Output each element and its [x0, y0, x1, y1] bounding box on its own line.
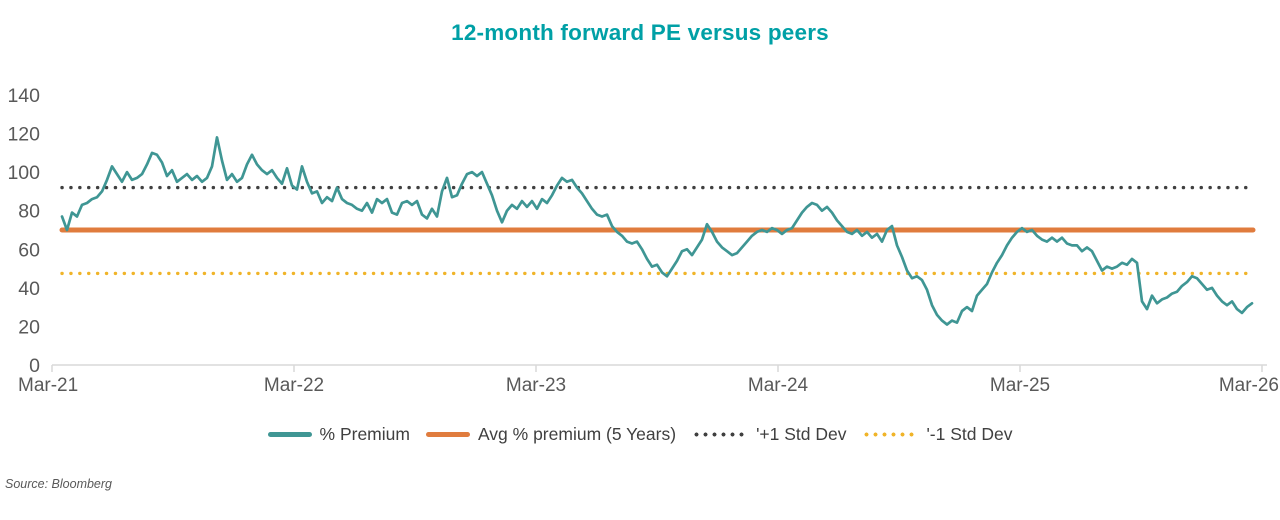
legend-item-minus-std: '-1 Std Dev [862, 424, 1012, 445]
y-tick-label: 100 [7, 162, 40, 184]
legend-label-minus-std: '-1 Std Dev [926, 423, 1013, 444]
chart-title: 12-month forward PE versus peers [451, 20, 829, 45]
y-tick-label: 0 [29, 355, 40, 377]
premium-line-swatch [267, 431, 312, 437]
pe-premium-chart: Mar-21 Mar-22 Mar-23 Mar-24 Mar-25 Mar-26 0 20 4… [7, 85, 1279, 396]
premium-line-series [60, 136, 1254, 326]
y-tick-label: 140 [7, 85, 40, 107]
x-tick-label: Mar-26 [1219, 375, 1279, 396]
legend-item-avg-premium: Avg % premium (5 Years) [425, 423, 677, 445]
legend-item-premium: % Premium [267, 423, 410, 445]
plus-std-dots-swatch [692, 431, 749, 437]
y-tick-label: 80 [18, 201, 40, 223]
y-tick-label: 20 [18, 316, 40, 338]
legend-item-plus-std: '+1 Std Dev [692, 424, 846, 445]
legend-label-plus-std: '+1 Std Dev [756, 423, 847, 444]
chart-legend: % Premium Avg % premium (5 Years) '+1 St… [0, 420, 1280, 448]
legend-label-avg-premium: Avg % premium (5 Years) [477, 423, 677, 444]
y-tick-label: 120 [7, 124, 40, 146]
series-layer [59, 136, 1256, 326]
x-tick-label: Mar-24 [748, 375, 809, 396]
source-note: Source: Bloomberg [5, 477, 113, 491]
x-tick-label: Mar-25 [990, 375, 1050, 396]
y-tick-label: 60 [18, 239, 40, 261]
legend-label-premium: % Premium [319, 423, 410, 444]
minus-std-dots-swatch [862, 431, 919, 437]
x-tick-label: Mar-22 [264, 375, 324, 396]
y-tick-label: 40 [18, 278, 40, 300]
x-tick-label: Mar-23 [506, 375, 566, 396]
x-tick-label: Mar-21 [18, 375, 78, 396]
axis-layer: Mar-21 Mar-22 Mar-23 Mar-24 Mar-25 Mar-26 0 20 4… [7, 85, 1279, 396]
avg-premium-line-swatch [425, 431, 470, 437]
